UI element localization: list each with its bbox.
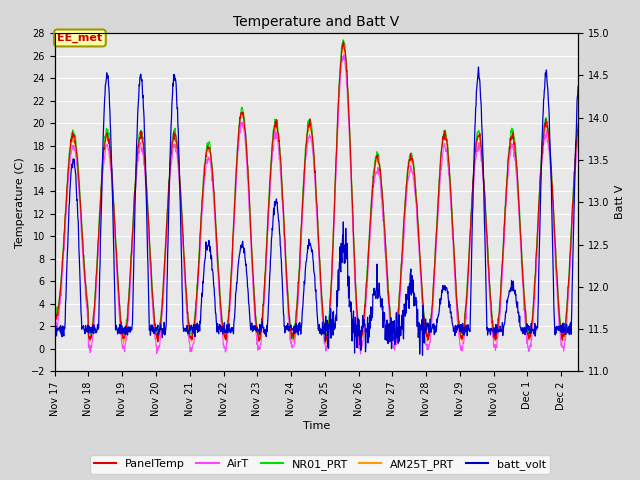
X-axis label: Time: Time — [303, 421, 330, 432]
Text: EE_met: EE_met — [58, 33, 102, 43]
Title: Temperature and Batt V: Temperature and Batt V — [233, 15, 399, 29]
Y-axis label: Temperature (C): Temperature (C) — [15, 157, 25, 248]
Y-axis label: Batt V: Batt V — [615, 185, 625, 219]
Legend: PanelTemp, AirT, NR01_PRT, AM25T_PRT, batt_volt: PanelTemp, AirT, NR01_PRT, AM25T_PRT, ba… — [90, 455, 550, 474]
